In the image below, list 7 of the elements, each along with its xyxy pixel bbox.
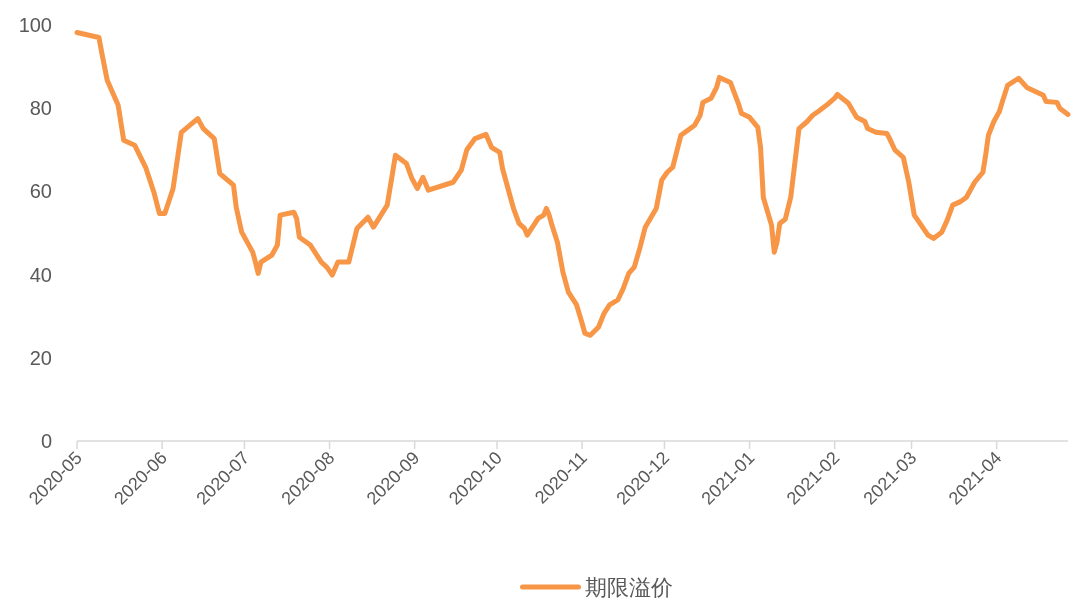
y-tick-label: 60 [29,180,52,203]
legend-label: 期限溢价 [584,575,673,600]
y-tick-label: 100 [18,14,52,36]
y-tick-label: 20 [29,346,52,369]
y-tick-label: 40 [29,263,52,286]
y-tick-label: 0 [40,430,52,452]
y-tick-label: 80 [29,97,52,120]
